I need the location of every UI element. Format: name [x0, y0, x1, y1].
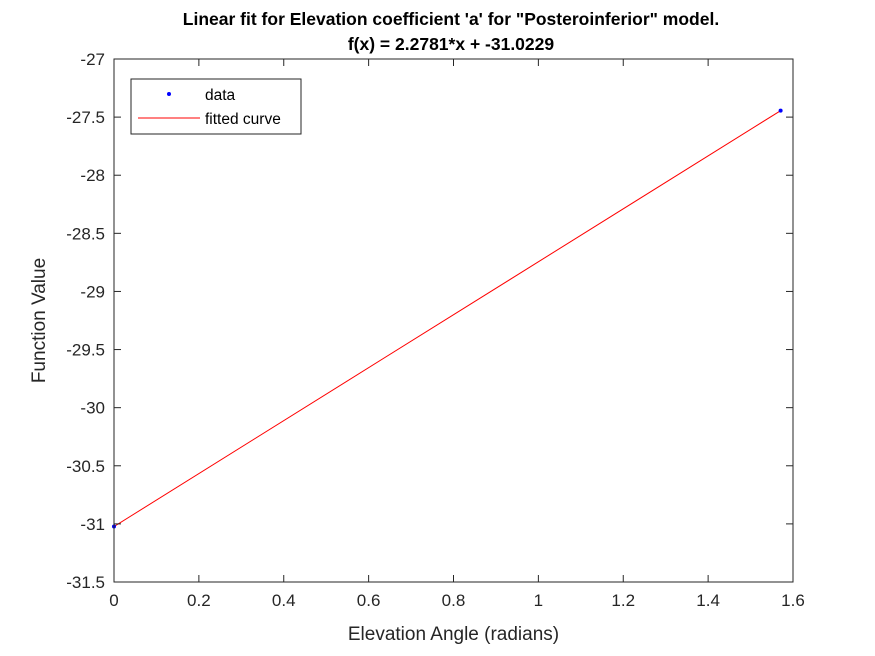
- x-tick-label: 0.2: [187, 591, 211, 610]
- y-tick-label: -28: [80, 166, 105, 185]
- x-tick-label: 0: [109, 591, 118, 610]
- legend-marker-data: [167, 92, 171, 96]
- legend-label-data: data: [205, 87, 236, 104]
- x-axis-label: Elevation Angle (radians): [348, 624, 559, 645]
- x-tick-label: 0.6: [357, 591, 381, 610]
- y-tick-label: -27.5: [66, 108, 105, 127]
- y-tick-label: -30.5: [66, 457, 105, 476]
- legend-label-fitted-curve: fitted curve: [205, 111, 281, 128]
- y-axis-label: Function Value: [29, 258, 50, 383]
- y-tick-label: -29.5: [66, 341, 105, 360]
- plot-area: [114, 59, 793, 582]
- axes-layer: 0 0.2 0.4 0.6 0.8 1 1.2 1.4 1.6 -31.5 -31 -30.5 -30 -…: [66, 50, 805, 610]
- x-tick-label: 0.4: [272, 591, 296, 610]
- series-line-fitted-curve: [113, 110, 781, 527]
- y-tick-label: -31: [80, 515, 105, 534]
- legend: data fitted curve: [130, 78, 302, 135]
- data-point: [778, 108, 783, 113]
- x-tick-label: 1.6: [781, 591, 805, 610]
- x-tick-label: 1: [534, 591, 543, 610]
- x-tick-label: 0.8: [442, 591, 466, 610]
- y-tick-label: -30: [80, 399, 105, 418]
- x-tick-label: 1.4: [696, 591, 720, 610]
- y-tick-label: -27: [80, 50, 105, 69]
- legend-box: [130, 78, 302, 135]
- y-tick-label: -31.5: [66, 573, 105, 592]
- chart-title: Linear fit for Elevation coefficient 'a'…: [183, 9, 719, 29]
- y-tick-label: -29: [80, 282, 105, 301]
- x-tick-label: 1.2: [611, 591, 635, 610]
- chart-subtitle: f(x) = 2.2781*x + -31.0229: [348, 34, 555, 54]
- y-tick-label: -28.5: [66, 224, 105, 243]
